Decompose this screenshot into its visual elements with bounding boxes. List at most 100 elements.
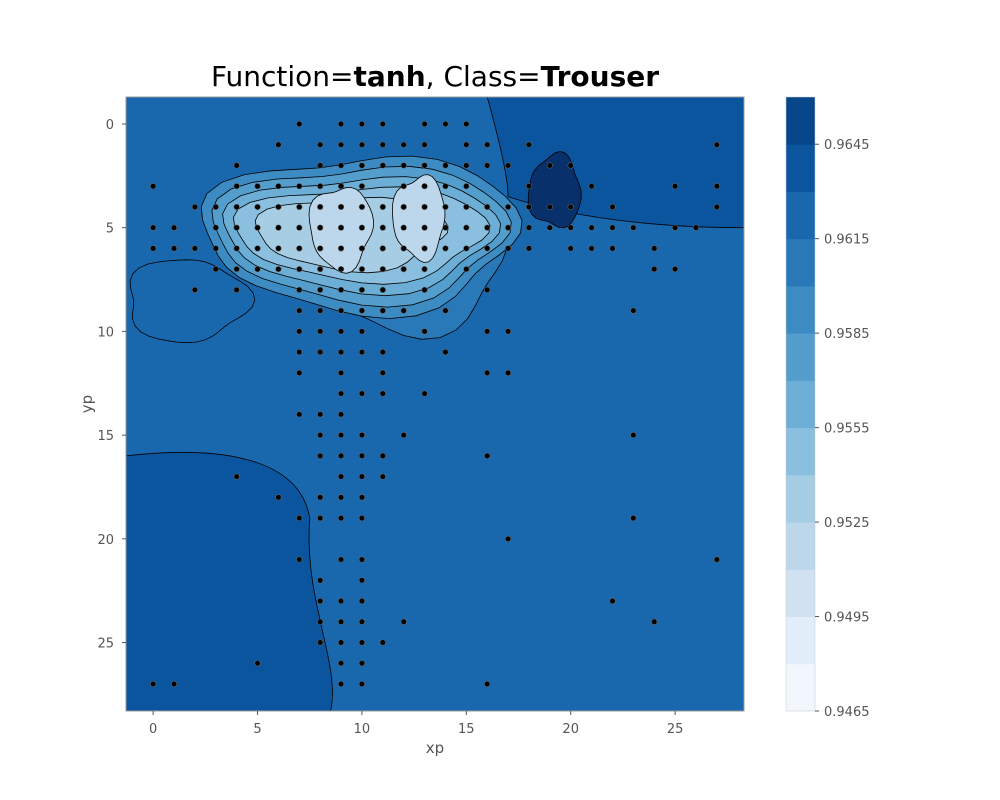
sample-point bbox=[484, 369, 491, 376]
sample-point bbox=[317, 514, 324, 522]
x-tick-label: 15 bbox=[458, 722, 475, 737]
sample-point bbox=[504, 224, 512, 231]
sample-point bbox=[358, 245, 366, 252]
sample-point bbox=[254, 203, 261, 211]
sample-point bbox=[504, 369, 512, 376]
colorbar-segment bbox=[786, 569, 815, 618]
sample-point bbox=[275, 494, 282, 501]
sample-point bbox=[379, 307, 386, 314]
sample-point bbox=[358, 203, 366, 211]
y-tick-label: 15 bbox=[97, 429, 114, 444]
sample-point bbox=[567, 162, 574, 169]
sample-point bbox=[296, 411, 303, 418]
sample-point bbox=[254, 224, 261, 231]
sample-point bbox=[212, 203, 219, 211]
sample-point bbox=[379, 266, 386, 273]
sample-point bbox=[358, 349, 366, 356]
sample-point bbox=[379, 245, 386, 252]
sample-point bbox=[337, 639, 345, 646]
sample-point bbox=[651, 266, 658, 273]
sample-point bbox=[692, 224, 700, 231]
sample-point bbox=[358, 577, 366, 584]
sample-point bbox=[317, 432, 324, 439]
sample-point bbox=[567, 203, 574, 211]
sample-point bbox=[358, 266, 366, 273]
sample-point bbox=[713, 141, 720, 148]
colorbar-segment bbox=[786, 616, 815, 665]
sample-point bbox=[212, 224, 219, 231]
sample-point bbox=[150, 224, 157, 231]
sample-point bbox=[421, 245, 428, 252]
sample-point bbox=[233, 203, 240, 211]
sample-point bbox=[337, 183, 345, 190]
colorbar-tick-label: 0.9615 bbox=[824, 233, 870, 248]
title-class: Trouser bbox=[540, 60, 660, 93]
colorbar-segment bbox=[786, 333, 815, 381]
sample-point bbox=[442, 120, 449, 128]
sample-point bbox=[609, 203, 616, 211]
sample-point bbox=[484, 680, 491, 688]
sample-point bbox=[358, 141, 366, 148]
sample-point bbox=[337, 411, 345, 418]
sample-point bbox=[275, 141, 282, 148]
sample-point bbox=[212, 245, 219, 252]
sample-point bbox=[463, 183, 470, 190]
sample-point bbox=[588, 245, 595, 252]
sample-point bbox=[337, 660, 345, 667]
sample-point bbox=[421, 390, 428, 397]
colorbar-segment bbox=[786, 663, 815, 712]
sample-point bbox=[504, 328, 512, 335]
colorbar-tick-label: 0.9495 bbox=[824, 611, 870, 626]
sample-point bbox=[400, 162, 407, 169]
sample-point bbox=[484, 162, 491, 169]
sample-point bbox=[442, 224, 449, 231]
sample-point bbox=[379, 120, 386, 128]
sample-point bbox=[484, 286, 491, 294]
colorbar-tick-label: 0.9465 bbox=[824, 705, 870, 720]
sample-point bbox=[337, 597, 345, 605]
contour-peak-right bbox=[391, 174, 446, 263]
sample-point bbox=[233, 162, 240, 169]
x-tick-label: 5 bbox=[253, 722, 261, 737]
sample-point bbox=[525, 245, 533, 252]
sample-point bbox=[296, 307, 303, 314]
sample-point bbox=[296, 349, 303, 356]
sample-point bbox=[442, 307, 449, 314]
sample-point bbox=[296, 120, 303, 128]
sample-point bbox=[296, 556, 303, 563]
sample-point bbox=[358, 224, 366, 231]
contour-region-lower-left bbox=[125, 452, 333, 712]
sample-point bbox=[275, 203, 282, 211]
sample-point bbox=[504, 162, 512, 169]
sample-point bbox=[630, 307, 637, 314]
sample-point bbox=[233, 266, 240, 273]
sample-point bbox=[317, 266, 324, 273]
chart-title: Function=tanh, Class=Trouser bbox=[126, 60, 744, 93]
sample-point bbox=[400, 432, 407, 439]
sample-point bbox=[609, 245, 616, 252]
sample-point bbox=[254, 183, 261, 190]
sample-point bbox=[421, 328, 428, 335]
sample-point bbox=[317, 141, 324, 148]
sample-point bbox=[525, 224, 533, 231]
sample-point bbox=[317, 411, 324, 418]
sample-point bbox=[337, 203, 345, 211]
sample-point bbox=[546, 162, 553, 169]
sample-point bbox=[379, 369, 386, 376]
sample-point bbox=[317, 328, 324, 335]
y-tick-label: 20 bbox=[97, 533, 114, 548]
sample-point bbox=[337, 266, 345, 273]
sample-point bbox=[254, 245, 261, 252]
sample-point bbox=[588, 224, 595, 231]
sample-point bbox=[337, 680, 345, 688]
sample-point bbox=[546, 224, 553, 231]
sample-point bbox=[421, 183, 428, 190]
sample-point bbox=[170, 224, 178, 231]
sample-point bbox=[463, 266, 470, 273]
sample-point bbox=[358, 390, 366, 397]
sample-point bbox=[337, 494, 345, 501]
sample-point bbox=[233, 245, 240, 252]
colorbar-segment bbox=[786, 191, 815, 240]
sample-point bbox=[233, 473, 240, 480]
sample-point bbox=[317, 494, 324, 501]
